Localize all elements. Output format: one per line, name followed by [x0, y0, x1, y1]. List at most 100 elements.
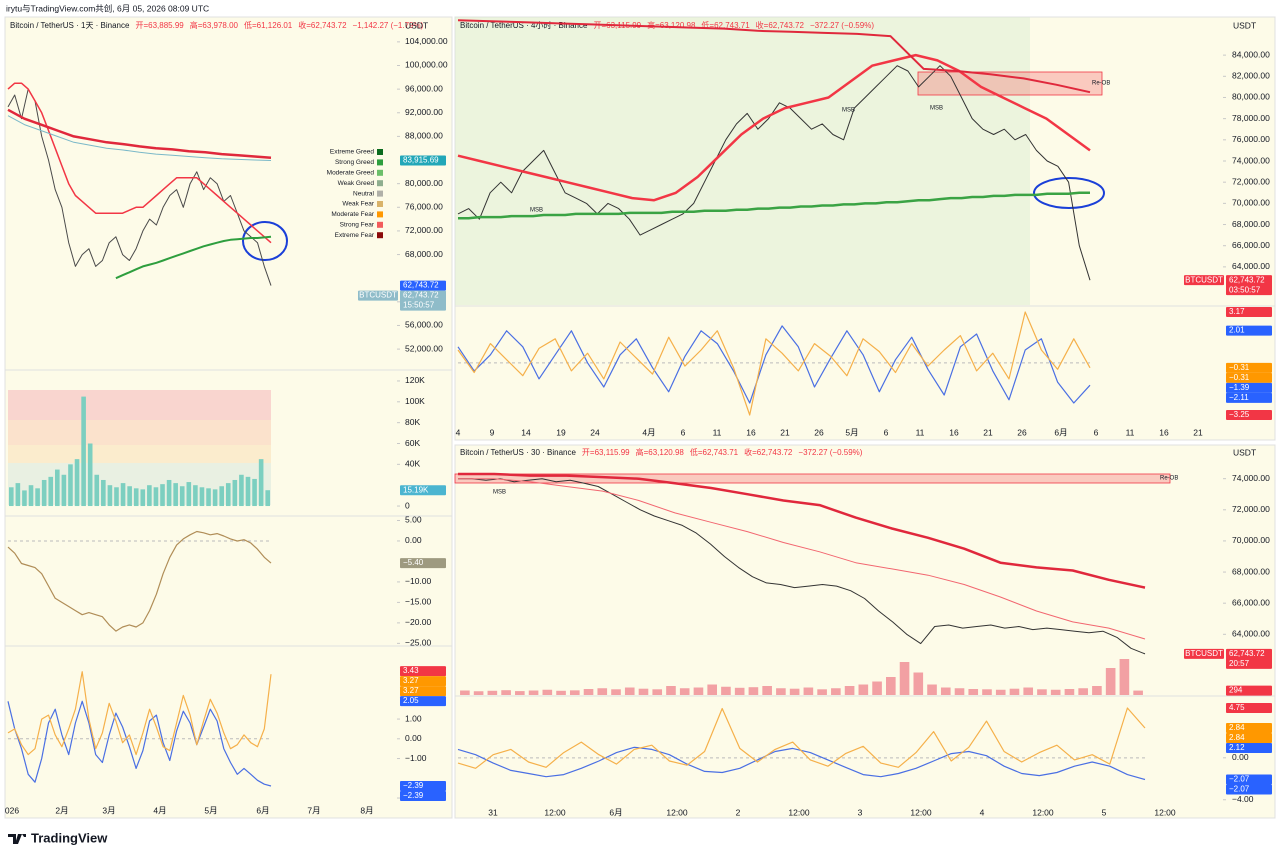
- volume-bar: [762, 686, 772, 695]
- volume-bar: [258, 459, 264, 507]
- brand-name: TradingView: [31, 830, 108, 845]
- y-tick-label: 96,000.00: [405, 83, 443, 93]
- price-tag: [1226, 703, 1272, 714]
- legend-label: Weak Fear: [342, 201, 375, 208]
- y-tick-label: 66,000.00: [1232, 597, 1270, 607]
- ohlc-value: 高=63,978.00: [190, 20, 239, 30]
- y-tick-label: 70,000.00: [1232, 535, 1270, 545]
- volume-bar: [556, 690, 566, 695]
- volume-bar: [803, 687, 814, 695]
- price-tag: [1226, 648, 1272, 669]
- symbol-tag-label: BTCUSDT: [359, 291, 397, 300]
- ohlc-value: 开=63,115.99: [582, 448, 630, 457]
- volume-bar: [679, 688, 690, 695]
- legend-label: Moderate Greed: [327, 170, 375, 177]
- price-tag: [400, 696, 446, 707]
- ohlc-value: 低=62,743.71: [690, 447, 739, 457]
- volume-bar: [611, 689, 621, 695]
- ohlc-value: −372.27 (−0.59%): [810, 21, 874, 30]
- symbol-header: Bitcoin / TetherUS · 30 · Binance 开=63,11…: [460, 447, 863, 457]
- x-tick-label: 2: [736, 807, 741, 817]
- volume-bar: [133, 488, 139, 507]
- series-line: [458, 478, 1146, 640]
- y-tick-label: 56,000.00: [405, 320, 443, 330]
- ohlc-value: −1,142.27 (−1.79%): [353, 21, 424, 30]
- price-tag: [400, 676, 446, 687]
- volume-bar: [899, 662, 910, 695]
- y-tick-label: −15.00: [405, 597, 432, 607]
- snapshot-header: irytu与TradingView.com共创, 6月 05, 2026 08:…: [6, 3, 209, 13]
- price-tag-label: −0.31: [1229, 373, 1250, 382]
- price-unit: USDT: [1233, 20, 1256, 30]
- price-tag: [400, 558, 446, 569]
- ohlc-value: 高=63,120.98: [647, 20, 696, 30]
- x-tick-label: 11: [1126, 427, 1135, 437]
- volume-bar: [160, 484, 165, 507]
- hand-drawn-circle: [1033, 177, 1105, 209]
- series-line: [115, 235, 272, 280]
- x-tick-label: 16: [1159, 427, 1169, 437]
- volume-bar: [94, 474, 100, 507]
- volume-bar: [624, 687, 635, 695]
- price-tag-label: 62,743.72: [1229, 649, 1265, 658]
- price-tag: [1226, 382, 1272, 393]
- series-line: [458, 472, 1146, 589]
- x-tick-label: 4: [980, 807, 985, 817]
- price-tag: [400, 155, 446, 166]
- symbol-title: Bitcoin / TetherUS · 30 · Binance: [460, 448, 576, 457]
- y-tick-label: −1.00: [405, 753, 427, 763]
- price-tag-label: 3.43: [403, 666, 419, 675]
- ohlc-value: 开=63,885.99: [135, 21, 184, 30]
- price-tag: [1226, 275, 1272, 296]
- volume-bar: [927, 684, 937, 695]
- x-tick-label: 6月: [609, 807, 622, 817]
- x-tick-label: 21: [1193, 427, 1203, 437]
- ohlc-value: 收=62,743.72: [756, 20, 805, 30]
- y-tick-label: 52,000.00: [405, 343, 443, 353]
- volume-bar: [1064, 689, 1075, 695]
- volume-bar: [239, 474, 244, 507]
- price-tag-label: 4.75: [1229, 703, 1245, 712]
- x-tick-label: 14: [521, 427, 531, 437]
- legend-swatch: [377, 159, 383, 166]
- series-line: [457, 65, 1091, 281]
- x-tick-label: 6月: [256, 805, 269, 815]
- series-line: [7, 82, 272, 244]
- price-tag: [1226, 743, 1272, 754]
- y-tick-label: 66,000.00: [1232, 240, 1270, 250]
- order-block: [454, 473, 1171, 484]
- y-tick-label: 100,000.00: [405, 60, 448, 70]
- volume-bar: [173, 483, 178, 507]
- price-tag-label: −2.39: [403, 791, 424, 800]
- legend-label: Moderate Fear: [331, 211, 374, 218]
- x-tick-label: 11: [916, 427, 925, 437]
- volume-bar: [68, 464, 73, 507]
- volume-bar: [995, 689, 1006, 695]
- y-tick-label: 0.00: [405, 733, 422, 743]
- volume-bar: [55, 469, 60, 507]
- annotation: MSB: [530, 208, 543, 214]
- price-tag-label: 15.19K: [403, 485, 429, 494]
- x-tick-label: 26: [1017, 427, 1027, 437]
- volume-bar: [1050, 689, 1061, 695]
- price-tag: [1226, 325, 1272, 336]
- volume-bar: [81, 396, 86, 507]
- y-tick-label: 72,000.00: [1232, 176, 1270, 186]
- volume-bar: [734, 687, 745, 695]
- price-tag-label: 3.27: [403, 676, 419, 685]
- price-tag-countdown: 03:50:57: [1229, 285, 1261, 294]
- y-tick-label: −20.00: [405, 617, 432, 627]
- volume-bar: [528, 690, 539, 695]
- volume-bar: [147, 485, 152, 507]
- legend-swatch: [377, 201, 383, 207]
- x-tick-label: 2月: [55, 805, 68, 815]
- order-block: [917, 71, 1103, 96]
- volume-bar: [265, 490, 271, 507]
- fear-band: [8, 390, 271, 420]
- series-line: [457, 707, 1146, 769]
- x-tick-label: 12:00: [666, 807, 688, 817]
- price-tag-label: 2.12: [1229, 743, 1245, 752]
- volume-bar: [515, 691, 525, 695]
- volume-bar: [1092, 686, 1102, 695]
